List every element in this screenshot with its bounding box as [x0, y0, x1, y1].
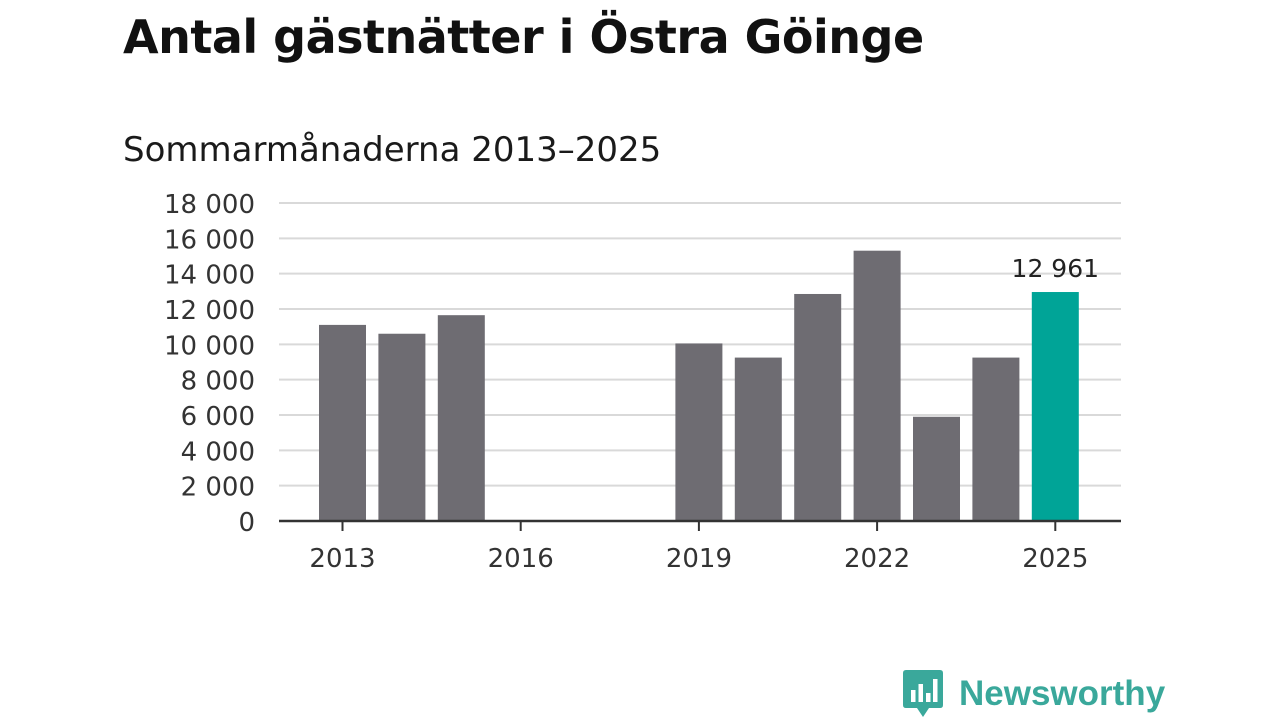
bar [972, 357, 1020, 521]
y-tick-labels: 0 2 000 4 000 6 000 8 000 10 000 12 000 14 000 1… [164, 190, 255, 538]
x-tick-label: 2025 [1022, 544, 1088, 574]
bar [437, 315, 485, 521]
y-tick-label: 0 [238, 508, 255, 538]
y-tick-label: 14 000 [164, 261, 255, 291]
bar [1031, 292, 1079, 521]
newsworthy-logo-icon [903, 670, 943, 717]
y-tick-label: 6 000 [181, 402, 255, 432]
annotations: 12 961 [1012, 254, 1099, 283]
y-tick-label: 18 000 [164, 190, 255, 220]
y-tick-label: 8 000 [181, 367, 255, 397]
x-tick-label: 2016 [488, 544, 554, 574]
y-tick-label: 4 000 [181, 437, 255, 467]
bar [378, 333, 426, 521]
y-tick-label: 12 000 [164, 296, 255, 326]
x-tick-label: 2022 [844, 544, 910, 574]
y-tick-label: 2 000 [181, 473, 255, 503]
x-tick-label: 2019 [666, 544, 732, 574]
bar-chart: 0 2 000 4 000 6 000 8 000 10 000 12 000 14 000 1… [164, 190, 1121, 574]
brand-logo: Newsworthy [903, 670, 1165, 718]
x-tick-labels: 2013 2016 2019 2022 2025 [309, 544, 1088, 574]
bar [853, 250, 901, 521]
chart-title: Antal gästnätter i Östra Göinge [123, 10, 924, 64]
data-label: 12 961 [1012, 254, 1099, 283]
y-tick-label: 10 000 [164, 331, 255, 361]
bar [319, 324, 366, 521]
x-axis [279, 519, 1121, 531]
bar [675, 343, 723, 521]
y-tick-label: 16 000 [164, 225, 255, 255]
brand-name: Newsworthy [959, 674, 1166, 713]
bar [734, 357, 782, 521]
bars [319, 250, 1079, 521]
chart-subtitle: Sommarmånaderna 2013–2025 [123, 130, 662, 170]
bar [794, 293, 842, 521]
bar [913, 416, 960, 521]
x-tick-label: 2013 [309, 544, 375, 574]
